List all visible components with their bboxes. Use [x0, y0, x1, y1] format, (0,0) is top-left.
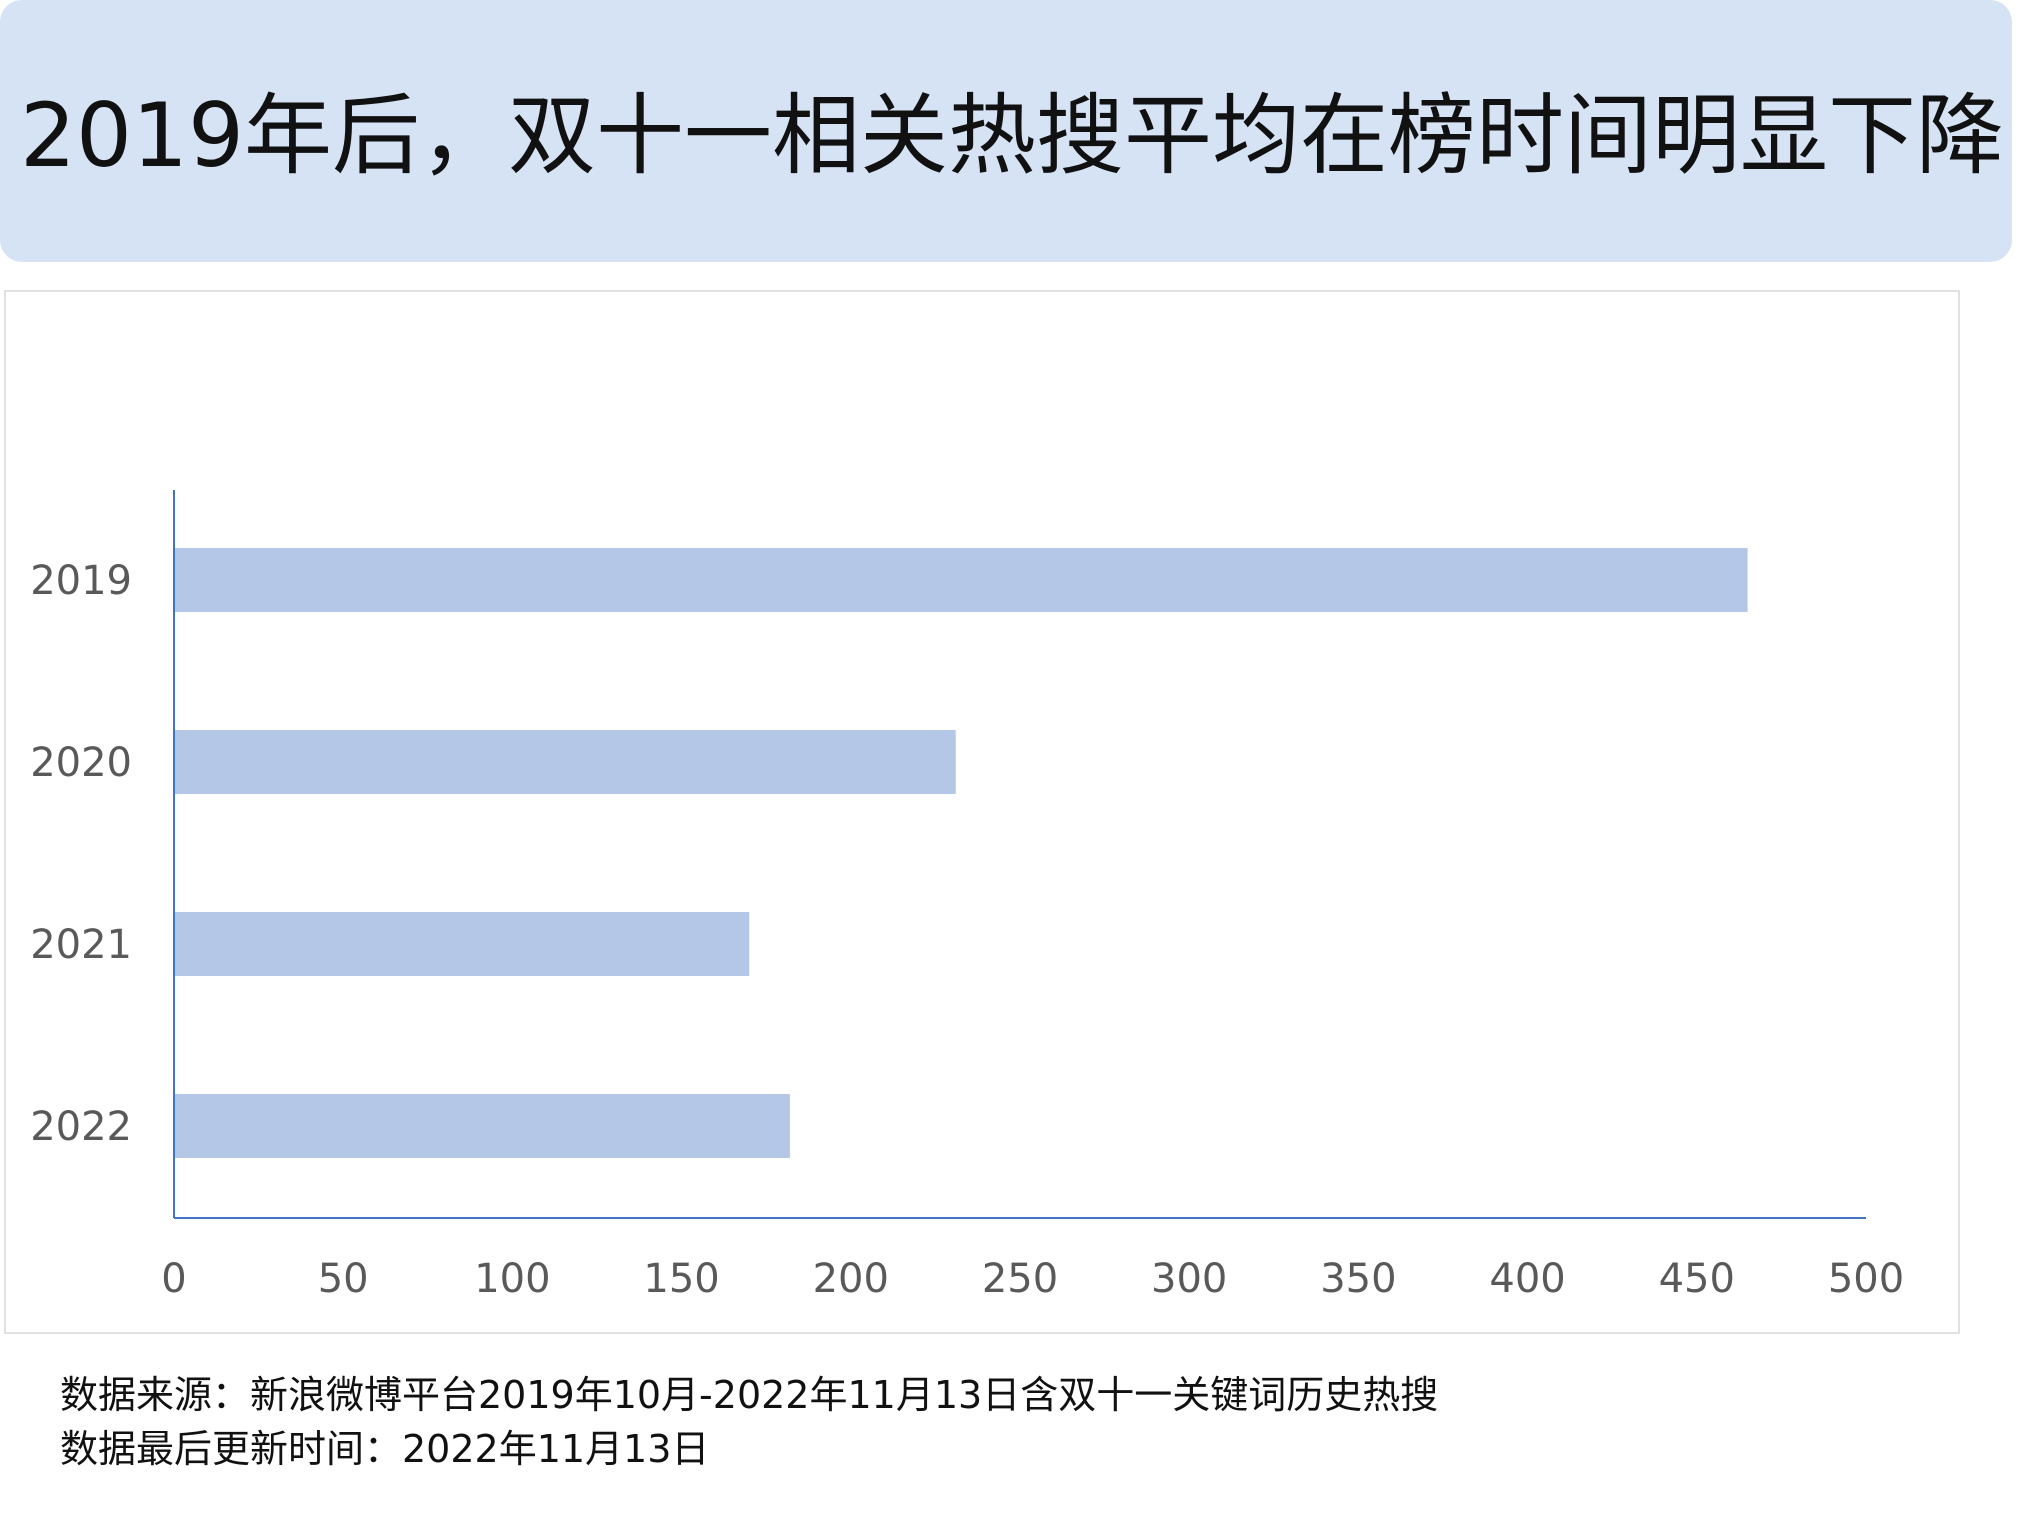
bars-layer [174, 548, 1748, 1158]
x-tick-label: 300 [1151, 1256, 1227, 1302]
x-tick-label: 250 [982, 1256, 1058, 1302]
bar-2020 [174, 730, 956, 794]
y-tick-label: 2022 [30, 1104, 132, 1150]
x-tick-label: 200 [813, 1256, 889, 1302]
y-tick-label: 2019 [30, 558, 132, 604]
bar-2021 [174, 912, 750, 976]
title-banner: 2019年后，双十一相关热搜平均在榜时间明显下降 [0, 0, 2012, 262]
y-tick-label: 2020 [30, 740, 132, 786]
x-tick-label: 150 [643, 1256, 719, 1302]
x-tick-label: 0 [161, 1256, 186, 1302]
x-tick-label: 450 [1659, 1256, 1735, 1302]
chart-area [4, 290, 1960, 1334]
update-time-line: 数据最后更新时间：2022年11月13日 [60, 1427, 710, 1471]
axis-layer [173, 490, 1866, 1219]
chart-title: 2019年后，双十一相关热搜平均在榜时间明显下降 [20, 84, 2004, 187]
tick-labels-layer: 2019 2020 2021 2022 0 50 100 150 200 250 300 350 400… [30, 558, 1904, 1302]
bar-2022 [174, 1094, 790, 1158]
source-note: 数据来源：新浪微博平台2019年10月-2022年11月13日含双十一关键词历史… [60, 1368, 1438, 1476]
x-tick-label: 400 [1489, 1256, 1565, 1302]
x-tick-label: 100 [474, 1256, 550, 1302]
x-tick-label: 350 [1320, 1256, 1396, 1302]
y-tick-label: 2021 [30, 922, 132, 968]
source-line: 数据来源：新浪微博平台2019年10月-2022年11月13日含双十一关键词历史… [60, 1373, 1439, 1417]
x-tick-label: 500 [1828, 1256, 1904, 1302]
bar-2019 [174, 548, 1748, 612]
x-tick-label: 50 [318, 1256, 369, 1302]
